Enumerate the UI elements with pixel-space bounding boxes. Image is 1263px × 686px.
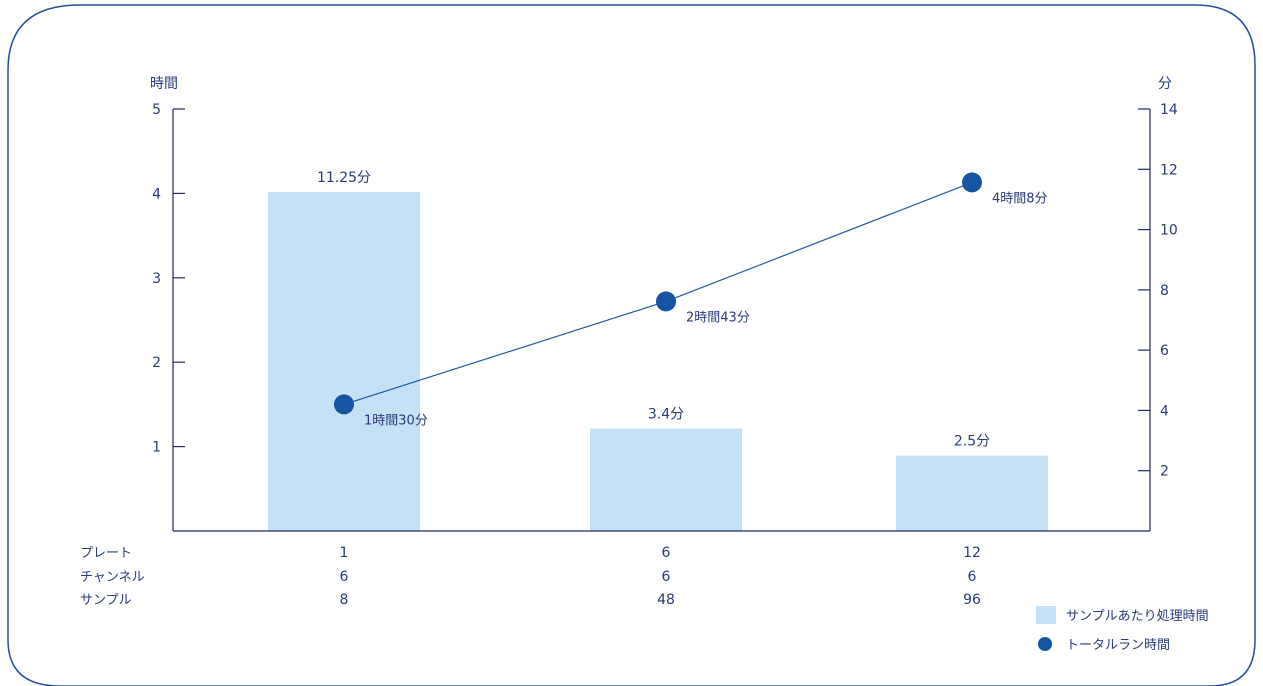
line-point — [334, 394, 354, 415]
line-point — [656, 291, 676, 312]
bar — [268, 191, 420, 531]
table-cell: 6 — [662, 545, 671, 561]
right-tick-label: 8 — [1160, 283, 1169, 299]
table-cell: 96 — [963, 592, 981, 608]
legend-item-line: トータルラン時間 — [1066, 638, 1170, 653]
table-cell: 6 — [340, 569, 349, 585]
table-cell: 6 — [662, 569, 671, 585]
table-row-label: プレート — [80, 546, 132, 561]
chart-frame — [7, 4, 1256, 686]
left-tick-label: 5 — [152, 102, 161, 118]
right-tick-label: 12 — [1160, 162, 1178, 178]
line-layer: 1時間30分 2時間43分 4時間8分 — [334, 172, 1048, 428]
table-cell: 48 — [657, 592, 675, 608]
bar-data-label: 2.5分 — [954, 434, 990, 450]
legend-swatch-bar — [1036, 606, 1056, 624]
right-tick-label: 2 — [1160, 464, 1169, 480]
bar-data-label: 11.25分 — [317, 170, 371, 186]
left-axis-ticks: 1 2 3 4 5 — [152, 102, 185, 456]
right-tick-label: 4 — [1160, 403, 1169, 419]
category-table: プレート 1 6 12 チャンネル 6 6 6 サンプル 8 48 96 — [80, 545, 981, 608]
left-tick-label: 3 — [152, 271, 161, 287]
left-axis-label: 時間 — [150, 76, 178, 92]
table-cell: 6 — [968, 569, 977, 585]
table-row-label: サンプル — [80, 593, 132, 608]
table-cell: 12 — [963, 545, 981, 561]
line-point-label: 1時間30分 — [364, 413, 428, 428]
right-tick-label: 14 — [1160, 102, 1178, 118]
bars-layer: 11.25分 3.4分 2.5分 — [268, 170, 1048, 531]
line-point — [962, 172, 982, 193]
left-tick-label: 4 — [152, 186, 161, 202]
right-tick-label: 10 — [1160, 223, 1178, 239]
table-cell: 8 — [340, 592, 349, 608]
legend-item-bar: サンプルあたり処理時間 — [1066, 609, 1209, 624]
line-point-label: 2時間43分 — [686, 310, 750, 325]
bar — [590, 428, 742, 531]
legend: サンプルあたり処理時間 トータルラン時間 — [1036, 606, 1209, 653]
left-tick-label: 2 — [152, 355, 161, 371]
line-series — [343, 181, 973, 405]
right-axis-label: 分 — [1158, 76, 1172, 92]
right-tick-label: 6 — [1160, 343, 1169, 359]
table-cell: 1 — [340, 545, 349, 561]
line-point-label: 4時間8分 — [992, 191, 1048, 206]
right-axis-ticks: 2 4 6 8 10 12 14 — [1138, 102, 1178, 480]
left-tick-label: 1 — [152, 440, 161, 456]
legend-swatch-marker — [1038, 637, 1052, 651]
table-row-label: チャンネル — [80, 570, 145, 585]
bar — [896, 455, 1048, 531]
bar-data-label: 3.4分 — [648, 407, 684, 423]
